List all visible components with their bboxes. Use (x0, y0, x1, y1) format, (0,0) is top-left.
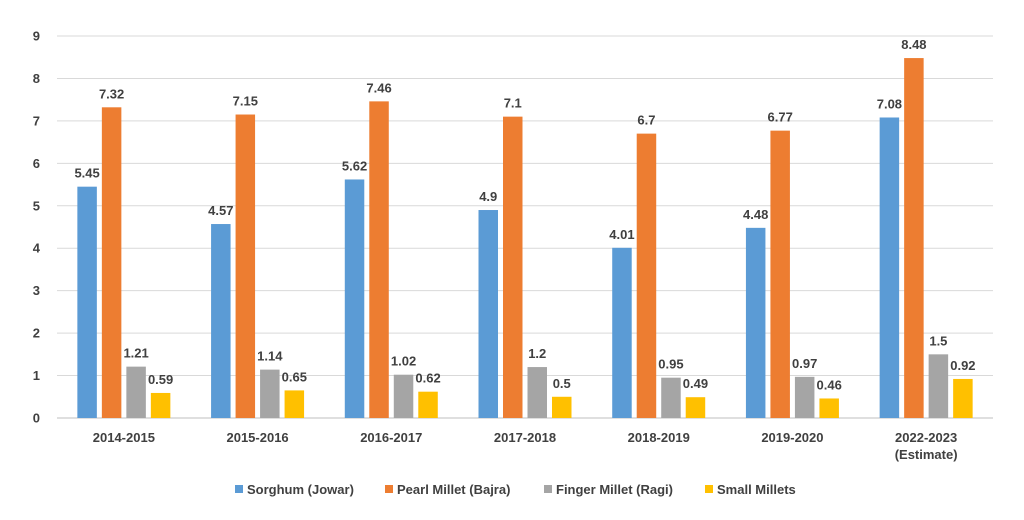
data-label: 0.97 (792, 356, 817, 371)
bar (260, 369, 280, 418)
legend-swatch (705, 485, 713, 493)
data-label: 0.92 (950, 358, 975, 373)
bar (77, 186, 97, 418)
bar (503, 116, 523, 419)
y-tick-label: 4 (33, 241, 41, 256)
data-label: 7.15 (233, 94, 258, 109)
bar (211, 224, 231, 418)
y-tick-label: 8 (33, 71, 40, 86)
x-tick-label: 2016-2017 (360, 430, 422, 445)
y-tick-label: 5 (33, 198, 40, 213)
bar (478, 210, 498, 418)
data-label: 0.62 (415, 371, 440, 386)
y-tick-label: 9 (33, 29, 40, 44)
data-labels: 5.45 4.57 5.62 4.9 4.01 4.48 7.08 7.32 7.15 7.46 7… (74, 37, 975, 392)
y-tick-label: 2 (33, 326, 40, 341)
bars (77, 58, 973, 419)
x-tick-label: 2022-2023 (895, 430, 957, 445)
bar (685, 397, 706, 418)
y-tick-label: 1 (33, 368, 40, 383)
data-label: 6.77 (768, 110, 793, 125)
legend: Sorghum (Jowar) Pearl Millet (Bajra) Finge… (235, 482, 796, 497)
bar (393, 374, 414, 418)
data-label: 0.46 (817, 377, 842, 392)
bar (101, 107, 122, 418)
bar (235, 114, 256, 419)
legend-label: Pearl Millet (Bajra) (397, 482, 510, 497)
data-label: 1.02 (391, 354, 416, 369)
legend-swatch (235, 485, 243, 493)
legend-swatch (544, 485, 552, 493)
y-tick-label: 3 (33, 283, 40, 298)
legend-label: Sorghum (Jowar) (247, 482, 354, 497)
bar (819, 398, 839, 418)
x-tick-label: 2017-2018 (494, 430, 556, 445)
bar (879, 117, 900, 418)
y-tick-label: 7 (33, 113, 40, 128)
data-label: 8.48 (901, 37, 926, 52)
bar (904, 58, 924, 419)
bar (953, 378, 973, 418)
data-label: 7.08 (877, 96, 902, 111)
y-tick-label: 6 (33, 156, 40, 171)
bar (661, 377, 681, 418)
data-label: 5.62 (342, 158, 367, 173)
data-label: 7.1 (504, 96, 522, 111)
data-label: 6.7 (637, 113, 655, 128)
data-label: 0.59 (148, 372, 173, 387)
bar (344, 179, 365, 418)
y-axis: 0 1 2 3 4 5 6 7 8 9 (33, 29, 41, 426)
data-label: 4.01 (609, 227, 634, 242)
x-tick-label: 2019-2020 (761, 430, 823, 445)
bar (794, 376, 815, 418)
bar (369, 101, 389, 418)
bar (928, 354, 949, 418)
y-tick-label: 0 (33, 411, 40, 426)
bar (552, 396, 572, 418)
bar (418, 391, 438, 418)
bar (284, 390, 305, 418)
data-label: 0.49 (683, 376, 708, 391)
data-label: 0.65 (282, 369, 307, 384)
data-label: 5.45 (74, 166, 99, 181)
bar (745, 227, 766, 418)
x-tick-label: (Estimate) (895, 447, 958, 462)
legend-swatch (385, 485, 393, 493)
bar (126, 366, 146, 418)
data-label: 7.32 (99, 86, 124, 101)
x-tick-label: 2014-2015 (93, 430, 155, 445)
data-label: 0.5 (553, 376, 571, 391)
bar (770, 130, 790, 418)
legend-label: Finger Millet (Ragi) (556, 482, 673, 497)
legend-label: Small Millets (717, 482, 796, 497)
bar (636, 133, 657, 418)
data-label: 1.14 (257, 349, 283, 364)
gridlines (57, 35, 993, 419)
data-label: 4.48 (743, 207, 768, 222)
bar (150, 392, 171, 418)
bar (612, 247, 632, 418)
data-label: 1.21 (123, 346, 148, 361)
bar (527, 367, 547, 418)
x-axis: 2014-2015 2015-2016 2016-2017 2017-2018 2018… (93, 430, 958, 462)
x-tick-label: 2018-2019 (628, 430, 690, 445)
data-label: 1.2 (528, 346, 546, 361)
x-tick-label: 2015-2016 (226, 430, 288, 445)
data-label: 4.9 (479, 189, 497, 204)
data-label: 4.57 (208, 203, 233, 218)
data-label: 7.46 (366, 80, 391, 95)
data-label: 1.5 (929, 333, 947, 348)
data-label: 0.95 (658, 357, 683, 372)
